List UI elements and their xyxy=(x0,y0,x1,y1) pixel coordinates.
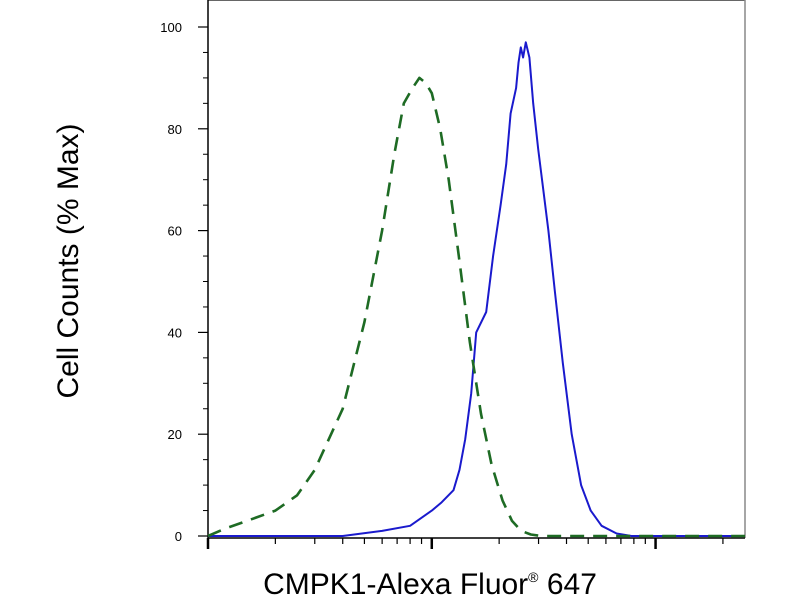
y-tick-label: 40 xyxy=(168,325,182,340)
x-axis-title-registered-mark: ® xyxy=(528,569,539,585)
x-axis-title-main: CMPK1-Alexa Fluor xyxy=(263,568,528,600)
y-axis-title: Cell Counts (% Max) xyxy=(52,123,85,398)
x-axis-ticks xyxy=(206,538,724,549)
series-layer xyxy=(207,41,745,538)
solid-histogram-line xyxy=(208,41,745,537)
x-axis-title: CMPK1-Alexa Fluor® 647 xyxy=(263,568,597,600)
y-axis-ticks: 0 20 40 60 80 100 xyxy=(160,20,208,544)
y-tick-label: 80 xyxy=(168,122,182,137)
y-tick-label: 100 xyxy=(160,20,182,35)
y-tick-label: 20 xyxy=(168,427,182,442)
dashed-histogram-line xyxy=(207,76,745,538)
y-tick-label: 60 xyxy=(168,224,182,239)
y-tick-label: 0 xyxy=(175,529,182,544)
x-axis-title-suffix: 647 xyxy=(539,568,597,600)
